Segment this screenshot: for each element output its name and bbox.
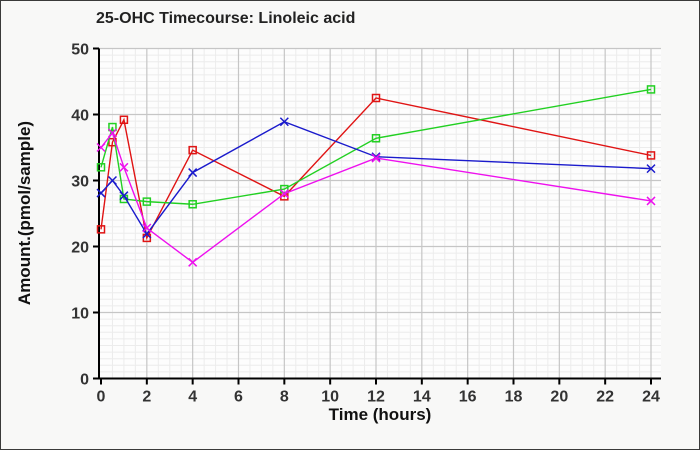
x-tick-label: 8 bbox=[280, 389, 289, 406]
series-red-squares-marker bbox=[371, 93, 381, 103]
x-tick-label: 6 bbox=[234, 389, 243, 406]
series-red-squares-marker bbox=[96, 225, 106, 234]
x-tick-label: 22 bbox=[596, 389, 614, 406]
x-tick-label: 24 bbox=[642, 389, 660, 406]
series-green-squares-marker bbox=[96, 163, 106, 172]
series-blue-crosses-marker bbox=[107, 175, 117, 186]
x-tick-label: 16 bbox=[459, 389, 477, 406]
chart-title: 25-OHC Timecourse: Linoleic acid bbox=[96, 10, 356, 27]
series-green-squares-marker bbox=[188, 200, 197, 209]
series-green-squares-marker bbox=[108, 122, 117, 132]
series-magenta-crosses-marker bbox=[142, 223, 152, 233]
x-axis-label: Time (hours) bbox=[328, 405, 432, 424]
series-green-squares-marker bbox=[371, 134, 381, 143]
x-tick-label: 18 bbox=[505, 389, 523, 406]
series-blue-crosses-marker bbox=[188, 168, 198, 178]
series-red-squares-marker bbox=[646, 151, 656, 160]
series-blue-crosses-marker bbox=[96, 188, 106, 198]
series-green-squares-marker bbox=[646, 85, 656, 94]
x-tick-label: 12 bbox=[367, 389, 385, 406]
series-magenta-crosses-marker bbox=[279, 189, 289, 199]
series-blue-crosses-marker bbox=[279, 117, 289, 127]
series-red-squares-marker bbox=[188, 145, 197, 155]
x-tick-label: 20 bbox=[550, 389, 568, 406]
x-tick-label: 2 bbox=[142, 389, 151, 406]
series-magenta-crosses-marker bbox=[96, 142, 106, 153]
series-magenta-crosses-marker bbox=[119, 162, 129, 172]
series-green-squares-marker bbox=[280, 184, 289, 194]
series-magenta-crosses-marker bbox=[188, 257, 198, 267]
series-blue-crosses-marker bbox=[119, 191, 129, 201]
series-magenta-crosses-marker bbox=[371, 153, 381, 163]
x-tick-label: 14 bbox=[413, 389, 431, 406]
y-tick-label: 40 bbox=[71, 108, 89, 125]
y-tick-label: 0 bbox=[80, 372, 89, 389]
series-red-squares-marker bbox=[119, 115, 129, 125]
y-tick-label: 10 bbox=[71, 306, 89, 323]
x-tick-label: 4 bbox=[188, 389, 197, 406]
y-tick-label: 50 bbox=[71, 42, 89, 59]
series-blue-crosses-marker bbox=[646, 164, 656, 174]
series-magenta-crosses-marker bbox=[107, 128, 117, 138]
y-tick-label: 20 bbox=[71, 240, 89, 257]
series-magenta-crosses-marker bbox=[646, 196, 656, 206]
x-tick-label: 10 bbox=[321, 389, 339, 406]
y-tick-label: 30 bbox=[71, 174, 89, 191]
series-green-squares-marker bbox=[142, 197, 152, 206]
series-magenta-crosses-line bbox=[100, 131, 652, 264]
x-tick-label: 0 bbox=[97, 389, 106, 406]
